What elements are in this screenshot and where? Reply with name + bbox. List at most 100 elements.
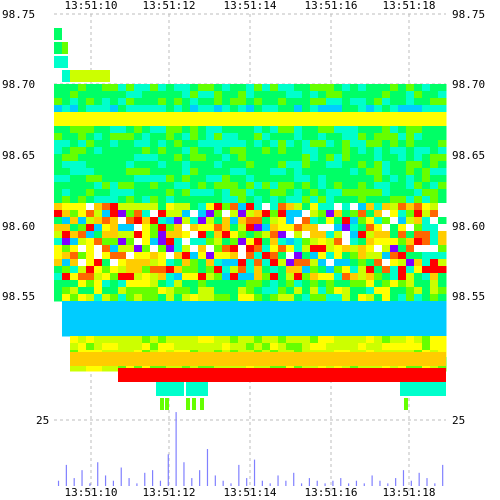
heatmap-cell [166,280,175,288]
heatmap-cell [350,196,359,204]
heatmap-cell [422,161,431,169]
heatmap-cell [190,336,199,344]
heatmap-cell [134,364,143,372]
heatmap-cell [94,336,103,344]
heatmap-cell [294,154,303,162]
heatmap-cell [326,245,335,253]
heatmap-cell [254,168,263,176]
heatmap-cell [142,203,151,211]
heatmap-cell [342,196,351,204]
heatmap-cell [238,273,247,281]
heatmap-cell [230,245,239,253]
heatmap-cell [406,196,415,204]
heatmap-cell [246,112,255,120]
heatmap-cell [174,154,183,162]
heatmap-cell [414,119,423,127]
heatmap-cell [438,210,447,218]
heatmap-cell [406,315,415,323]
heatmap-cell [182,231,191,239]
heatmap-cell [166,224,175,232]
heatmap-cell [406,231,415,239]
heatmap-cell [302,147,311,155]
heatmap-cell [78,231,87,239]
heatmap-cell [254,189,263,197]
heatmap-cell [430,168,439,176]
heatmap-cell [158,147,167,155]
heatmap-cell [278,301,287,309]
heatmap-cell [366,91,375,99]
heatmap-cell [310,98,319,106]
heatmap-cell [174,175,183,183]
heatmap-cell [166,217,175,225]
heatmap-cell [190,84,199,92]
heatmap-cell [430,182,439,190]
heatmap-cell [414,329,423,337]
heatmap-cell [422,217,431,225]
heatmap-cell [406,245,415,253]
heatmap-cell [214,343,223,351]
heatmap-cell [230,287,239,295]
heatmap-cell [134,329,143,337]
heatmap-cell [414,175,423,183]
heatmap-cell [110,231,119,239]
heatmap-cell [174,91,183,99]
heatmap-cell [430,245,439,253]
heatmap-cell [230,266,239,274]
heatmap-cell [126,252,135,260]
heatmap-cell [246,182,255,190]
heatmap-cell [206,126,215,134]
heatmap-cell [342,231,351,239]
heatmap-cell [174,322,183,330]
heatmap-cell [190,210,199,218]
heatmap-cell [102,98,111,106]
heatmap-cell [134,210,143,218]
heatmap-cell [54,84,63,92]
heatmap-cell [430,273,439,281]
heatmap-cell [166,98,175,106]
heatmap-cell [190,273,199,281]
heatmap-cell [158,336,167,344]
heatmap-cell [262,343,271,351]
heatmap-cell [286,168,295,176]
heatmap-cell [358,105,367,113]
heatmap-cell [438,84,447,92]
heatmap-cell [142,189,151,197]
heatmap-cell [342,161,351,169]
heatmap-cell [182,273,191,281]
heatmap-cell [342,182,351,190]
heatmap-cell [382,161,391,169]
heatmap-cell [86,182,95,190]
heatmap-cell [110,287,119,295]
heatmap-cell [302,343,311,351]
heatmap-cell [62,133,71,141]
heatmap-cell [406,329,415,337]
heatmap-cell [438,161,447,169]
heatmap-cell [158,315,167,323]
heatmap-cell [430,287,439,295]
heatmap-cell [182,182,191,190]
heatmap-cell [334,105,343,113]
heatmap-cell [222,294,231,302]
heatmap-cell [182,322,191,330]
heatmap-cell [222,329,231,337]
heatmap-cell [214,140,223,148]
heatmap-cell [350,273,359,281]
heatmap-cell [438,301,447,309]
heatmap-cell [438,259,447,267]
heatmap-cell [366,343,375,351]
heatmap-cell [206,91,215,99]
heatmap-cell [406,147,415,155]
heatmap-cell [390,224,399,232]
heatmap-cell [406,119,415,127]
heatmap-cell [230,147,239,155]
heatmap-cell [286,154,295,162]
heatmap-cell [214,315,223,323]
heatmap-cell [374,203,383,211]
heatmap-cell [246,84,255,92]
heatmap-cell [222,140,231,148]
heatmap-cell [270,175,279,183]
heatmap-cell [262,189,271,197]
heatmap-cell [174,273,183,281]
heatmap-cell [358,259,367,267]
heatmap-cell [118,84,127,92]
